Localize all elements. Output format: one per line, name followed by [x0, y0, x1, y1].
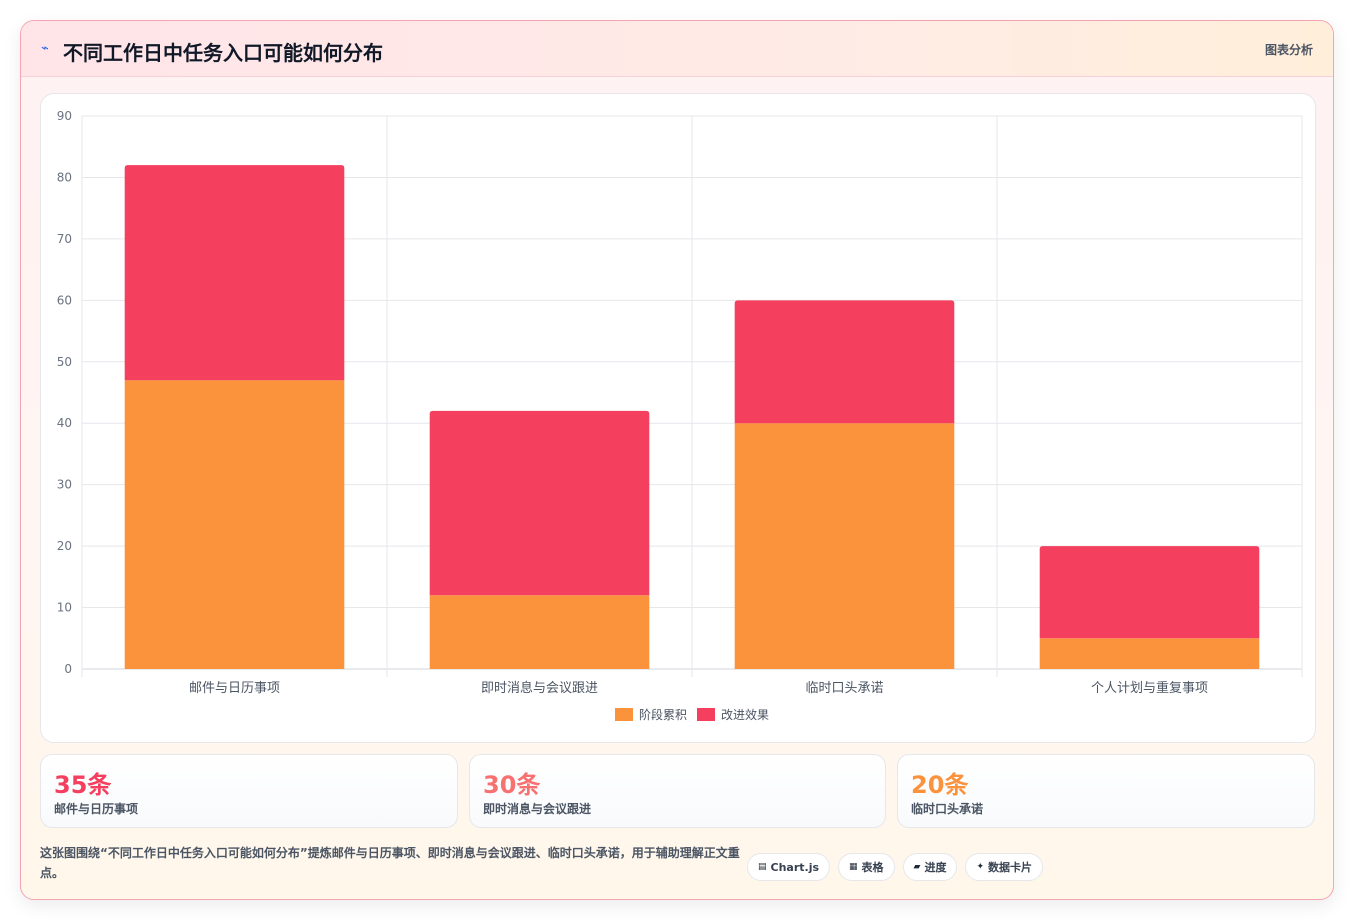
chip-table[interactable]: ▦ 表格 [838, 853, 895, 881]
header-tag: 图表分析 [1264, 43, 1313, 57]
stat-label: 即时消息与会议跟进 [483, 802, 592, 816]
bar-segment [734, 423, 955, 669]
card-header: ⌁ 不同工作日中任务入口可能如何分布 图表分析 [21, 21, 1333, 77]
x-tick-label: 即时消息与会议跟进 [481, 680, 598, 696]
stat-label: 临时口头承诺 [911, 802, 984, 816]
chip-label: 数据卡片 [988, 861, 1033, 874]
y-tick-label: 90 [57, 109, 72, 123]
legend-label: 改进效果 [721, 707, 769, 722]
y-tick-label: 40 [57, 416, 72, 430]
bar-segment [124, 380, 345, 669]
stat-card-1: 35条 邮件与日历事项 [40, 754, 458, 828]
x-tick-label: 邮件与日历事项 [189, 681, 280, 696]
chip-data-card[interactable]: ✦ 数据卡片 [965, 853, 1044, 881]
y-tick-label: 70 [57, 232, 72, 246]
y-tick-label: 50 [57, 355, 72, 369]
footnote: 这张图围绕“不同工作日中任务入口可能如何分布”提炼邮件与日历事项、即时消息与会议… [40, 846, 740, 880]
chip-progress[interactable]: ▰ 进度 [902, 853, 958, 881]
chip-group: ▤ Chart.js ▦ 表格 ▰ 进度 ✦ 数据卡片 [747, 853, 1044, 881]
chip-label: 表格 [861, 861, 884, 874]
sparkle-icon: ✦ [976, 862, 985, 872]
y-tick-label: 80 [57, 170, 72, 184]
stat-card-2: 30条 即时消息与会议跟进 [469, 754, 886, 828]
chip-label: Chart.js [770, 860, 820, 874]
page-title: 不同工作日中任务入口可能如何分布 [63, 41, 383, 65]
pulse-icon: ⌁ [41, 41, 49, 56]
y-tick-label: 10 [57, 601, 72, 615]
legend-label: 阶段累积 [639, 707, 687, 722]
bar-segment [124, 165, 345, 381]
stat-value: 35条 [54, 771, 112, 799]
chart-container: 0 10 20 30 40 50 60 70 80 90 邮件与日历事项 即时消息与会议跟进 临时口头承… [40, 93, 1316, 743]
stat-card-3: 20条 临时口头承诺 [897, 754, 1315, 828]
bar-segment [734, 300, 955, 424]
y-tick-label: 30 [57, 478, 72, 492]
x-tick-label: 个人计划与重复事项 [1091, 680, 1208, 696]
chip-chartjs[interactable]: ▤ Chart.js [747, 853, 831, 881]
bar-segment [1039, 638, 1260, 669]
chart-icon: ▤ [758, 862, 767, 872]
bar-segment [1039, 546, 1260, 639]
stat-label: 邮件与日历事项 [54, 802, 139, 816]
stat-value: 20条 [911, 771, 969, 799]
table-icon: ▦ [849, 862, 858, 872]
stacked-bar-chart: 0 10 20 30 40 50 60 70 80 90 邮件与日历事项 即时消息与会议跟进 临时口头承… [57, 109, 1303, 722]
y-tick-label: 60 [57, 293, 72, 307]
x-tick-label: 临时口头承诺 [805, 681, 883, 696]
y-tick-label: 0 [64, 662, 72, 676]
progress-icon: ▰ [913, 862, 921, 872]
legend-swatch [615, 708, 633, 721]
chip-label: 进度 [924, 861, 947, 874]
stat-value: 30条 [483, 771, 541, 799]
legend-swatch [697, 708, 715, 721]
bar-segment [429, 595, 650, 669]
chart-card: ⌁ 不同工作日中任务入口可能如何分布 图表分析 0 10 20 30 40 50 60 70 8… [20, 20, 1334, 900]
bar-segment [429, 410, 650, 596]
y-tick-label: 20 [57, 539, 72, 553]
